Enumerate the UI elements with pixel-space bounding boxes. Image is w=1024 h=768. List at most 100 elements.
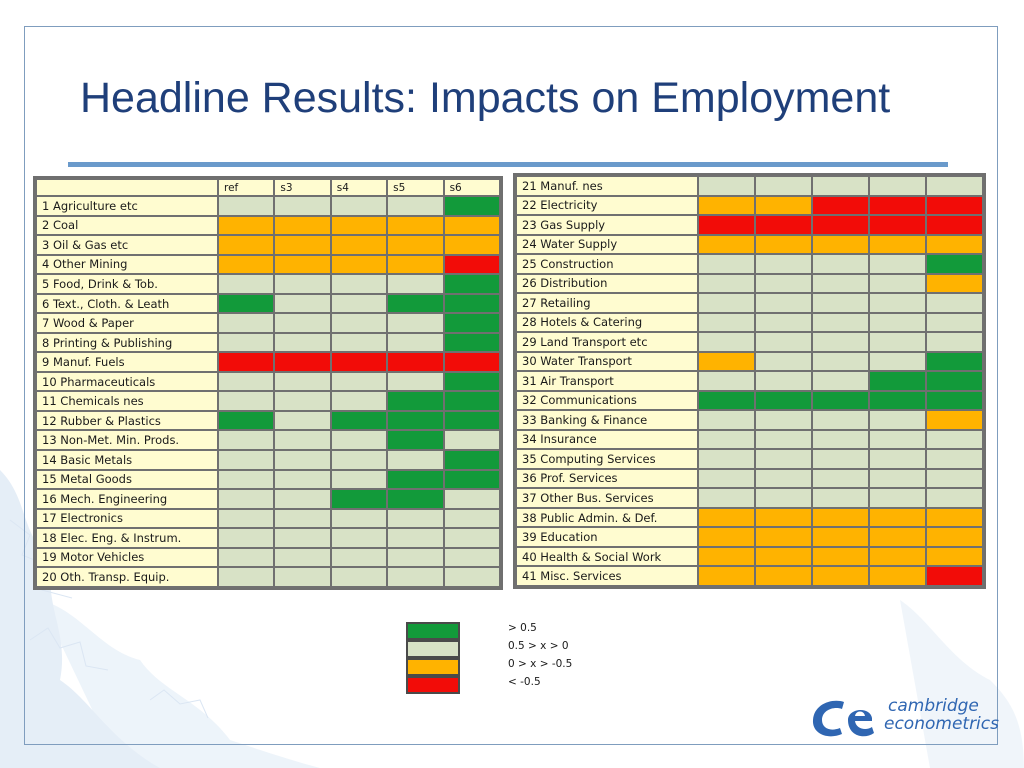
- impact-cell-ref: [697, 506, 756, 529]
- header-corner: [35, 177, 219, 198]
- impact-cell-s3: [273, 546, 332, 569]
- impact-cell-s5: [386, 370, 445, 393]
- impact-cell-s3: [754, 467, 813, 490]
- impact-cell-ref: [216, 234, 276, 256]
- impact-cell-ref: [216, 546, 276, 569]
- legend-item: < -0.5: [406, 676, 626, 694]
- impact-cell-ref: [697, 428, 756, 451]
- impact-cell-s4: [811, 565, 870, 587]
- impact-cell-s4: [811, 253, 870, 275]
- impact-cell-s4: [811, 389, 870, 412]
- impact-cell-s5: [386, 468, 445, 491]
- impact-cell-ref: [697, 565, 756, 587]
- table-row: 2 Coal: [35, 214, 502, 237]
- table-row: 9 Manuf. Fuels: [35, 351, 502, 373]
- table-row: 32 Communications: [515, 389, 984, 412]
- legend-label: 0.5 > x > 0: [508, 640, 569, 652]
- impact-cell-s4: [811, 194, 870, 217]
- impact-cell-s6: [442, 273, 502, 295]
- legend-swatch: [406, 640, 460, 658]
- sector-label: 5 Food, Drink & Tob.: [35, 273, 219, 295]
- impact-cell-s6: [925, 272, 984, 295]
- impact-cell-ref: [697, 370, 756, 392]
- sector-label: 34 Insurance: [515, 428, 699, 451]
- table-row: 25 Construction: [515, 253, 984, 275]
- impact-cell-s5: [386, 507, 445, 530]
- column-header-s3: s3: [273, 177, 332, 198]
- table-row: 15 Metal Goods: [35, 468, 502, 491]
- impact-cell-s4: [811, 370, 870, 392]
- sector-label: 27 Retailing: [515, 292, 699, 314]
- impact-cell-s6: [925, 565, 984, 587]
- impact-cell-s4: [811, 233, 870, 256]
- table-row: 21 Manuf. nes: [515, 175, 984, 197]
- impact-cell-ref: [697, 389, 756, 412]
- impact-cell-ref: [216, 214, 276, 237]
- impact-cell-s3: [273, 273, 332, 295]
- sector-label: 10 Pharmaceuticals: [35, 370, 219, 393]
- impact-cell-s6: [925, 526, 984, 548]
- sector-label: 2 Coal: [35, 214, 219, 237]
- sector-label: 4 Other Mining: [35, 253, 219, 276]
- legend-label: > 0.5: [508, 622, 537, 634]
- impact-cell-s6: [925, 175, 984, 197]
- impact-cell-s4: [329, 370, 389, 393]
- sector-label: 41 Misc. Services: [515, 565, 699, 587]
- impact-cell-s5: [386, 234, 445, 256]
- sector-label: 1 Agriculture etc: [35, 195, 219, 217]
- impact-cell-s3: [754, 545, 813, 568]
- impact-cell-ref: [216, 488, 276, 510]
- impact-cell-s6: [442, 527, 502, 549]
- impact-cell-s5: [386, 195, 445, 217]
- table-row: 17 Electronics: [35, 507, 502, 530]
- impact-cell-s3: [273, 390, 332, 412]
- impact-cell-s6: [442, 253, 502, 276]
- impact-cell-s3: [754, 194, 813, 217]
- impact-grid-left: ref s3 s4 s5 s6 1 Agriculture etc 2 Coal 3 Oil …: [35, 177, 502, 588]
- sector-label: 3 Oil & Gas etc: [35, 234, 219, 256]
- sector-label: 8 Printing & Publishing: [35, 331, 219, 354]
- table-row: 41 Misc. Services: [515, 565, 984, 587]
- impact-cell-ref: [697, 194, 756, 217]
- impact-cell-s6: [442, 292, 502, 315]
- sector-label: 19 Motor Vehicles: [35, 546, 219, 569]
- impact-cell-s3: [273, 312, 332, 334]
- sector-label: 31 Air Transport: [515, 370, 699, 392]
- impact-cell-s3: [754, 487, 813, 509]
- impact-cell-s5: [868, 487, 927, 509]
- impact-cell-s3: [273, 234, 332, 256]
- cambridge-econometrics-logo: cambridge econometrics: [808, 694, 999, 742]
- impact-cell-s6: [442, 234, 502, 256]
- impact-cell-s3: [754, 272, 813, 295]
- impact-cell-s5: [386, 351, 445, 373]
- impact-cell-s5: [868, 428, 927, 451]
- table-row: 8 Printing & Publishing: [35, 331, 502, 354]
- impact-cell-s3: [273, 351, 332, 373]
- impact-cell-s3: [273, 409, 332, 432]
- impact-cell-s4: [329, 507, 389, 530]
- impact-cell-s3: [273, 429, 332, 451]
- table-row: 26 Distribution: [515, 272, 984, 295]
- impact-cell-s3: [273, 507, 332, 530]
- impact-cell-s5: [868, 253, 927, 275]
- impact-cell-s5: [386, 527, 445, 549]
- sector-label: 35 Computing Services: [515, 448, 699, 470]
- impact-cell-s6: [442, 214, 502, 237]
- page-title: Headline Results: Impacts on Employment: [80, 74, 891, 122]
- impact-cell-s4: [329, 488, 389, 510]
- impact-cell-s6: [925, 194, 984, 217]
- impact-cell-s5: [386, 449, 445, 471]
- impact-cell-s5: [868, 350, 927, 373]
- impact-cell-s5: [868, 448, 927, 470]
- impact-cell-s5: [868, 233, 927, 256]
- impact-cell-ref: [697, 545, 756, 568]
- table-row: 14 Basic Metals: [35, 449, 502, 471]
- impact-cell-s4: [811, 311, 870, 334]
- table-row: 16 Mech. Engineering: [35, 488, 502, 510]
- impact-cell-ref: [697, 214, 756, 236]
- impact-cell-s6: [925, 545, 984, 568]
- impact-cell-s3: [273, 331, 332, 354]
- impact-cell-ref: [216, 429, 276, 451]
- impact-cell-s3: [273, 214, 332, 237]
